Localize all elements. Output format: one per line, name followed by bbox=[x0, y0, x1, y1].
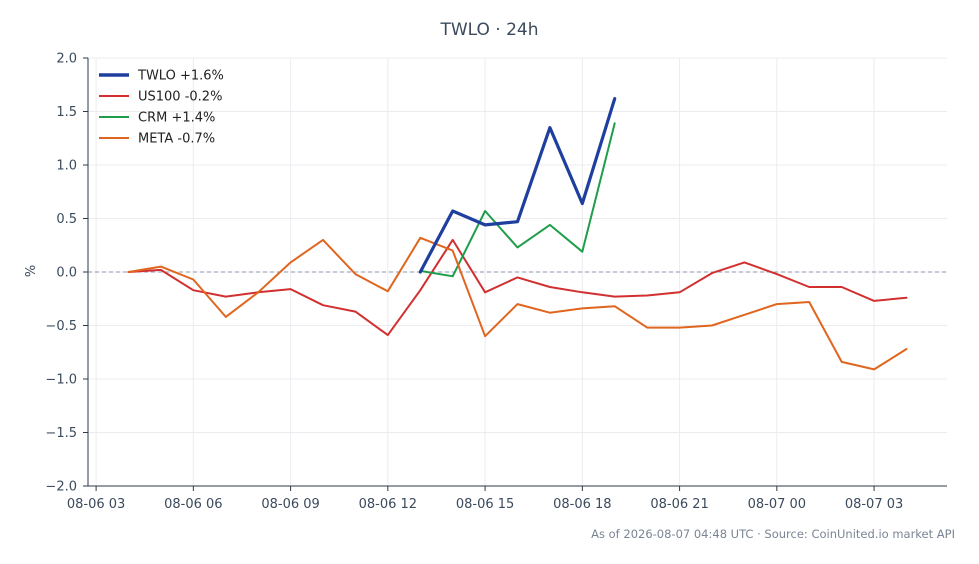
series-line-1 bbox=[418, 97, 617, 274]
legend-label: META -0.7% bbox=[138, 132, 215, 147]
y-tick-label: −1.0 bbox=[45, 373, 77, 388]
chart-title: TWLO · 24h bbox=[440, 20, 539, 40]
y-tick-label: 2.0 bbox=[56, 52, 77, 67]
series-line-3 bbox=[419, 122, 616, 278]
legend-label: US100 -0.2% bbox=[138, 90, 222, 105]
source-note: As of 2026-08-07 04:48 UTC · Source: Coi… bbox=[591, 527, 955, 541]
y-tick-label: −0.5 bbox=[45, 319, 77, 334]
y-tick-label: 1.0 bbox=[56, 159, 77, 174]
y-tick-label: −1.5 bbox=[45, 426, 77, 441]
series-layer bbox=[127, 97, 908, 371]
x-tick-label: 08-06 03 bbox=[67, 497, 125, 512]
axis-layer: 2.0 1.5 1.0 0.5 0.0 −0.5 −1.0 −1.5 −2.0 08-06 03 0… bbox=[45, 52, 947, 512]
legend-label: TWLO +1.6% bbox=[137, 69, 224, 84]
x-tick-label: 08-07 00 bbox=[748, 497, 806, 512]
x-tick-label: 08-06 09 bbox=[261, 497, 319, 512]
y-tick-label: −2.0 bbox=[45, 480, 77, 495]
x-tick-label: 08-06 12 bbox=[359, 497, 417, 512]
y-axis-label: % bbox=[24, 265, 39, 277]
y-tick-label: 0.0 bbox=[56, 266, 77, 281]
x-tick-label: 08-06 18 bbox=[553, 497, 611, 512]
x-tick-label: 08-06 21 bbox=[650, 497, 708, 512]
series-line-2 bbox=[127, 238, 908, 337]
x-tick-label: 08-06 15 bbox=[456, 497, 514, 512]
x-tick-label: 08-06 06 bbox=[164, 497, 222, 512]
y-tick-label: 0.5 bbox=[56, 212, 77, 227]
legend-label: CRM +1.4% bbox=[138, 111, 215, 126]
series-line-4 bbox=[127, 236, 908, 371]
legend: TWLO +1.6% US100 -0.2% CRM +1.4% META -0.7% bbox=[99, 69, 224, 147]
y-tick-label: 1.5 bbox=[56, 105, 77, 120]
x-tick-label: 08-07 03 bbox=[845, 497, 903, 512]
